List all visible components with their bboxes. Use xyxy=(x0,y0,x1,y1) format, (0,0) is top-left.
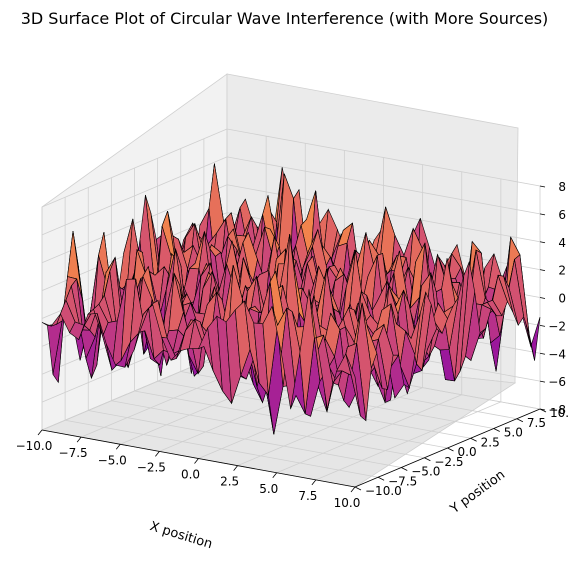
z-tick-mark xyxy=(539,352,546,355)
x-tick-label: 10.0 xyxy=(334,496,361,510)
y-tick-label: −2.5 xyxy=(434,455,463,469)
y-tick-label: 10.0 xyxy=(550,406,569,420)
z-tick-mark xyxy=(539,297,546,299)
y-tick-mark xyxy=(424,457,431,462)
y-tick-label: 0.0 xyxy=(458,445,477,459)
z-tick-label: 4 xyxy=(558,236,566,250)
z-tick-label: 8 xyxy=(558,180,566,194)
y-tick-label: −10.0 xyxy=(365,484,402,498)
floor-grid-line xyxy=(315,401,502,481)
x-tick-label: 7.5 xyxy=(298,489,317,503)
y-tick-label: 2.5 xyxy=(481,435,500,449)
x-tick-mark xyxy=(76,436,82,443)
x-tick-mark xyxy=(350,486,356,493)
floor-grid-line xyxy=(134,390,448,449)
z-tick-label: 0 xyxy=(558,292,566,306)
floor-grid-line xyxy=(157,380,471,439)
x-tick-mark xyxy=(37,429,43,436)
z-tick-mark xyxy=(539,213,546,216)
z-tick-label: −8 xyxy=(548,403,566,417)
y-tick-mark xyxy=(354,486,362,491)
y-tick-label: 5.0 xyxy=(504,426,523,440)
floor-grid-line xyxy=(276,394,462,474)
x-axis-label: X position xyxy=(148,519,214,552)
y-tick-mark xyxy=(516,418,524,423)
z-tick-mark xyxy=(539,185,546,188)
side-grid-line xyxy=(41,128,228,208)
y-tick-label: −7.5 xyxy=(388,474,417,488)
y-tick-mark xyxy=(493,428,500,432)
x-tick-mark xyxy=(155,451,160,457)
floor-grid-line xyxy=(237,387,423,466)
y-tick-label: 7.5 xyxy=(527,416,546,430)
x-tick-label: −7.5 xyxy=(59,446,88,460)
back-grid-line xyxy=(226,156,541,215)
x-tick-label: −10.0 xyxy=(16,439,53,453)
chart-title: 3D Surface Plot of Circular Wave Interfe… xyxy=(20,9,549,28)
x-tick-mark xyxy=(233,465,238,471)
z-tick-label: −6 xyxy=(548,375,566,389)
y-tick-mark xyxy=(401,467,408,471)
x-tick-label: −5.0 xyxy=(98,453,127,467)
x-tick-mark xyxy=(311,479,317,486)
z-tick-mark xyxy=(539,269,546,272)
z-tick-label: −2 xyxy=(548,319,566,333)
wave-surface xyxy=(41,163,541,435)
surface-facet xyxy=(345,353,361,417)
z-axis-ticks: −8 −6 −4 −2 0 2 4 6 8 xyxy=(539,180,566,417)
y-tick-mark xyxy=(470,437,477,442)
x-tick-label: 0.0 xyxy=(181,468,200,482)
z-tick-mark xyxy=(539,408,546,411)
x-tick-label: 5.0 xyxy=(259,482,278,496)
x-tick-mark xyxy=(194,458,199,464)
z-tick-mark xyxy=(539,324,546,327)
y-tick-mark xyxy=(377,476,385,481)
back-grid-line xyxy=(226,128,541,187)
z-tick-mark xyxy=(539,380,546,383)
z-tick-label: 2 xyxy=(558,264,566,278)
y-tick-mark xyxy=(447,447,454,452)
y-tick-label: −5.0 xyxy=(411,465,440,479)
side-grid-line xyxy=(41,156,228,236)
x-tick-mark xyxy=(115,444,121,450)
y-axis-ticks: −10.0−7.5−5.0−2.50.0 2.5 5.0 7.5 10.0 xyxy=(354,406,569,498)
x-tick-label: −2.5 xyxy=(137,460,166,474)
z-tick-label: 6 xyxy=(558,208,566,222)
x-tick-label: 2.5 xyxy=(220,475,239,489)
z-tick-label: −4 xyxy=(548,347,566,361)
x-axis-ticks: −10.0 −7.5 −5.0 −2.5 0.0 2.5 5.0 7.5 10.0 xyxy=(16,429,361,510)
y-axis-label: Y position xyxy=(447,467,508,517)
z-tick-mark xyxy=(539,241,546,244)
x-tick-mark xyxy=(272,472,278,478)
